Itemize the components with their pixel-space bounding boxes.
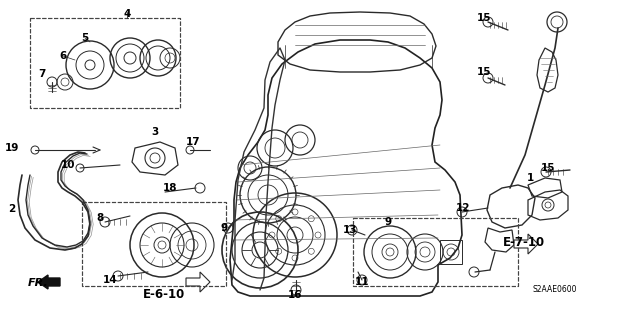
- Text: 17: 17: [186, 137, 200, 147]
- Text: 8: 8: [97, 213, 104, 223]
- Text: 18: 18: [163, 183, 177, 193]
- Text: 15: 15: [541, 163, 556, 173]
- Text: E-6-10: E-6-10: [143, 288, 185, 301]
- Text: 15: 15: [477, 67, 492, 77]
- Text: 7: 7: [38, 69, 45, 79]
- Text: 10: 10: [61, 160, 76, 170]
- Text: 11: 11: [355, 277, 369, 287]
- Text: 14: 14: [102, 275, 117, 285]
- Text: S2AAE0600: S2AAE0600: [532, 286, 577, 294]
- Text: 13: 13: [343, 225, 357, 235]
- Text: 3: 3: [152, 127, 159, 137]
- Text: 15: 15: [477, 13, 492, 23]
- Text: 6: 6: [60, 51, 67, 61]
- Polygon shape: [514, 234, 538, 254]
- Text: 12: 12: [456, 203, 470, 213]
- Text: 1: 1: [526, 173, 534, 183]
- Bar: [82, 202, 226, 286]
- Text: 19: 19: [5, 143, 19, 153]
- Text: 4: 4: [124, 9, 131, 19]
- Text: 16: 16: [288, 290, 302, 300]
- Polygon shape: [186, 272, 210, 292]
- Text: 9: 9: [220, 223, 228, 233]
- Bar: [82, 202, 226, 286]
- Text: 2: 2: [8, 204, 15, 214]
- Text: FR.: FR.: [28, 278, 49, 288]
- Bar: [30, 18, 180, 108]
- FancyArrow shape: [38, 275, 60, 289]
- Text: E-7-10: E-7-10: [503, 236, 545, 249]
- Bar: [30, 18, 180, 108]
- Bar: [353, 218, 518, 286]
- Text: 9: 9: [385, 217, 392, 227]
- Text: 5: 5: [81, 33, 88, 43]
- Bar: [440, 240, 462, 264]
- Bar: [353, 218, 518, 286]
